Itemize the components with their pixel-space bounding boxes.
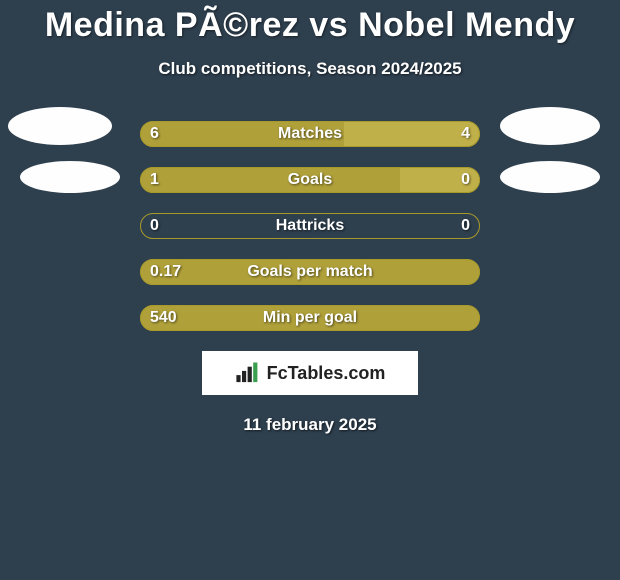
bars-icon — [235, 362, 263, 384]
stat-row: 64Matches — [0, 121, 620, 147]
stat-row: 10Goals — [0, 167, 620, 193]
stat-row: 00Hattricks — [0, 213, 620, 239]
subtitle: Club competitions, Season 2024/2025 — [0, 59, 620, 79]
stat-row: 540Min per goal — [0, 305, 620, 331]
stat-label: Goals per match — [140, 259, 480, 285]
page-title: Medina PÃ©rez vs Nobel Mendy — [0, 0, 620, 45]
logo-label: FcTables.com — [267, 363, 386, 384]
logo-box: FcTables.com — [202, 351, 418, 395]
date-label: 11 february 2025 — [0, 415, 620, 435]
stat-label: Goals — [140, 167, 480, 193]
stat-row: 0.17Goals per match — [0, 259, 620, 285]
site-logo: FcTables.com — [235, 362, 386, 384]
stat-label: Min per goal — [140, 305, 480, 331]
stat-label: Matches — [140, 121, 480, 147]
stat-label: Hattricks — [140, 213, 480, 239]
comparison-chart: 64Matches 10Goals 00Hattricks 0.17Goals per… — [0, 121, 620, 331]
